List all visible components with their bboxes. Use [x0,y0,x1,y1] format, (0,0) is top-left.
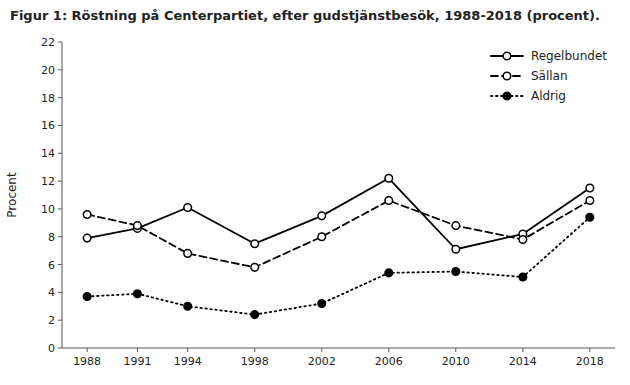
data-point [519,273,527,281]
data-point [83,234,91,242]
y-tick [58,208,62,209]
legend-label: Regelbundet [531,49,607,63]
y-tick-label: 12 [41,175,55,188]
legend-label: Sällan [531,69,568,83]
y-tick-label: 10 [41,203,55,216]
chart-svg: Figur 1: Röstning på Centerpartiet, efte… [0,0,630,385]
y-tick-label: 20 [41,64,55,77]
data-point [452,222,460,230]
x-tick [254,348,255,352]
y-tick [58,181,62,182]
data-point [251,311,259,319]
x-tick-label: 2014 [509,355,537,368]
x-tick [87,348,88,352]
x-tick-label: 2002 [308,355,336,368]
y-tick-label: 4 [48,286,55,299]
x-tick-label: 2010 [442,355,470,368]
y-tick-label: 2 [48,314,55,327]
data-point [134,290,142,298]
x-tick-label: 1988 [73,355,101,368]
data-point [251,240,259,248]
data-point [586,184,594,192]
y-tick [58,348,62,349]
y-tick [58,320,62,321]
y-tick [58,292,62,293]
x-tick [388,348,389,352]
x-tick [589,348,590,352]
y-tick [58,97,62,98]
data-point [318,212,326,220]
legend-label: Aldrig [531,89,566,103]
y-axis-line [62,42,63,348]
y-tick [58,69,62,70]
data-point [318,233,326,241]
legend: Regelbundet Sällan Aldrig [491,49,607,103]
x-tick [187,348,188,352]
data-point [184,204,192,212]
y-tick-label: 18 [41,92,55,105]
data-point [251,264,259,272]
background [0,0,630,385]
data-point [385,175,393,183]
y-tick [58,125,62,126]
y-tick-label: 6 [48,259,55,272]
y-tick [58,42,62,43]
data-point [385,197,393,205]
y-tick-label: 16 [41,119,55,132]
y-tick [58,264,62,265]
x-tick [455,348,456,352]
title: Figur 1: Röstning på Centerpartiet, efte… [10,8,600,23]
chart-container: Figur 1: Röstning på Centerpartiet, efte… [0,0,630,385]
x-tick-label: 1998 [241,355,269,368]
data-point [83,211,91,219]
data-point [83,293,91,301]
x-tick [137,348,138,352]
data-point [452,245,460,253]
data-point [586,213,594,221]
data-point [586,197,594,205]
x-tick-label: 1991 [123,355,151,368]
y-tick [58,236,62,237]
y-tick-label: 0 [48,342,55,355]
legend-marker [503,72,511,80]
y-tick-label: 8 [48,231,55,244]
x-tick-label: 2018 [576,355,604,368]
data-point [318,300,326,308]
data-point [184,250,192,258]
series-line [87,217,590,314]
x-tick-label: 1994 [174,355,202,368]
y-tick [58,153,62,154]
x-tick-label: 2006 [375,355,403,368]
x-axis-line [62,348,615,349]
data-point [452,268,460,276]
legend-marker [503,52,511,60]
plot-area [83,175,593,319]
y-tick-label: 14 [41,147,55,160]
series-line [87,201,590,268]
data-point [184,302,192,310]
legend-marker [503,92,511,100]
data-point [385,269,393,277]
data-point [134,222,142,230]
y-tick-label: 22 [41,36,55,49]
x-tick [522,348,523,352]
y-axis-label: Procent [5,172,19,218]
x-tick [321,348,322,352]
data-point [519,236,527,244]
